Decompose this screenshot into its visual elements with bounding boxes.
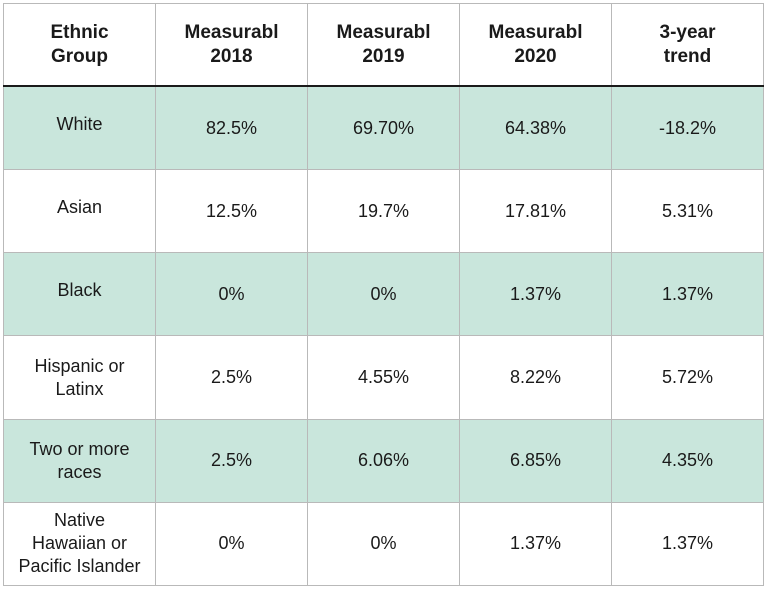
ethnic-group-label-line: Hawaiian or: [31, 533, 128, 554]
value-2020-cell: 1.37%: [459, 501, 612, 587]
ethnicity-table-container: Ethnic Group Measurabl 2018 Measurabl 20…: [3, 3, 764, 587]
header-line: Measurabl: [184, 21, 279, 43]
header-line: Measurabl: [336, 21, 431, 43]
header-line: 2020: [514, 45, 557, 67]
value-2020-cell: 8.22%: [459, 335, 612, 420]
table-row: White 82.5% 69.70% 64.38% -18.2%: [3, 85, 764, 171]
value-2020-cell: 17.81%: [459, 169, 612, 254]
header-row: Ethnic Group Measurabl 2018 Measurabl 20…: [3, 3, 764, 87]
header-line: 2018: [210, 45, 253, 67]
ethnicity-table: Ethnic Group Measurabl 2018 Measurabl 20…: [3, 3, 764, 587]
value-2019-cell: 4.55%: [307, 335, 460, 420]
value-2018-cell: 12.5%: [155, 169, 308, 254]
ethnic-group-label-line: Hispanic or: [34, 355, 125, 376]
value-2019-cell: 19.7%: [307, 169, 460, 254]
value-2019-cell: 6.06%: [307, 418, 460, 503]
table-row: Asian 12.5% 19.7% 17.81% 5.31%: [3, 169, 764, 254]
table-row: Black 0% 0% 1.37% 1.37%: [3, 252, 764, 337]
table-row: Native Hawaiian or Pacific Islander 0% 0…: [3, 501, 764, 587]
value-2018-cell: 0%: [155, 252, 308, 337]
trend-cell: 1.37%: [611, 252, 764, 337]
trend-cell: 5.31%: [611, 169, 764, 254]
header-2018: Measurabl 2018: [155, 3, 308, 87]
header-2020: Measurabl 2020: [459, 3, 612, 87]
ethnic-group-label-line: Two or more: [29, 438, 130, 459]
header-line: trend: [663, 45, 712, 67]
table-row: Hispanic or Latinx 2.5% 4.55% 8.22% 5.72…: [3, 335, 764, 420]
header-2019: Measurabl 2019: [307, 3, 460, 87]
header-line: 2019: [362, 45, 405, 67]
ethnic-group-label-line: Native: [53, 510, 106, 531]
value-2020-cell: 1.37%: [459, 252, 612, 337]
ethnic-group-cell: Native Hawaiian or Pacific Islander: [3, 501, 156, 587]
trend-cell: -18.2%: [611, 85, 764, 171]
value-2018-cell: 82.5%: [155, 85, 308, 171]
value-2019-cell: 0%: [307, 501, 460, 587]
ethnic-group-cell: Asian: [3, 169, 156, 254]
trend-cell: 5.72%: [611, 335, 764, 420]
header-3-year-trend: 3-year trend: [611, 3, 764, 87]
value-2019-cell: 69.70%: [307, 85, 460, 171]
ethnic-group-cell: Hispanic or Latinx: [3, 335, 156, 420]
header-line: Ethnic: [50, 21, 109, 43]
value-2018-cell: 2.5%: [155, 418, 308, 503]
ethnic-group-label: Asian: [56, 196, 103, 217]
header-line: Group: [51, 45, 108, 67]
value-2020-cell: 6.85%: [459, 418, 612, 503]
ethnic-group-label-line: races: [57, 461, 102, 482]
ethnic-group-cell: White: [3, 85, 156, 171]
ethnic-group-label: Black: [57, 279, 102, 300]
ethnic-group-label: White: [56, 113, 103, 134]
value-2018-cell: 0%: [155, 501, 308, 587]
ethnic-group-label-line: Pacific Islander: [18, 556, 141, 577]
ethnic-group-label-line: Latinx: [55, 378, 104, 399]
header-line: Measurabl: [488, 21, 583, 43]
trend-cell: 1.37%: [611, 501, 764, 587]
value-2019-cell: 0%: [307, 252, 460, 337]
ethnic-group-cell: Black: [3, 252, 156, 337]
trend-cell: 4.35%: [611, 418, 764, 503]
header-ethnic-group: Ethnic Group: [3, 3, 156, 87]
table-row: Two or more races 2.5% 6.06% 6.85% 4.35%: [3, 418, 764, 503]
ethnic-group-cell: Two or more races: [3, 418, 156, 503]
value-2018-cell: 2.5%: [155, 335, 308, 420]
header-line: 3-year: [659, 21, 716, 43]
value-2020-cell: 64.38%: [459, 85, 612, 171]
